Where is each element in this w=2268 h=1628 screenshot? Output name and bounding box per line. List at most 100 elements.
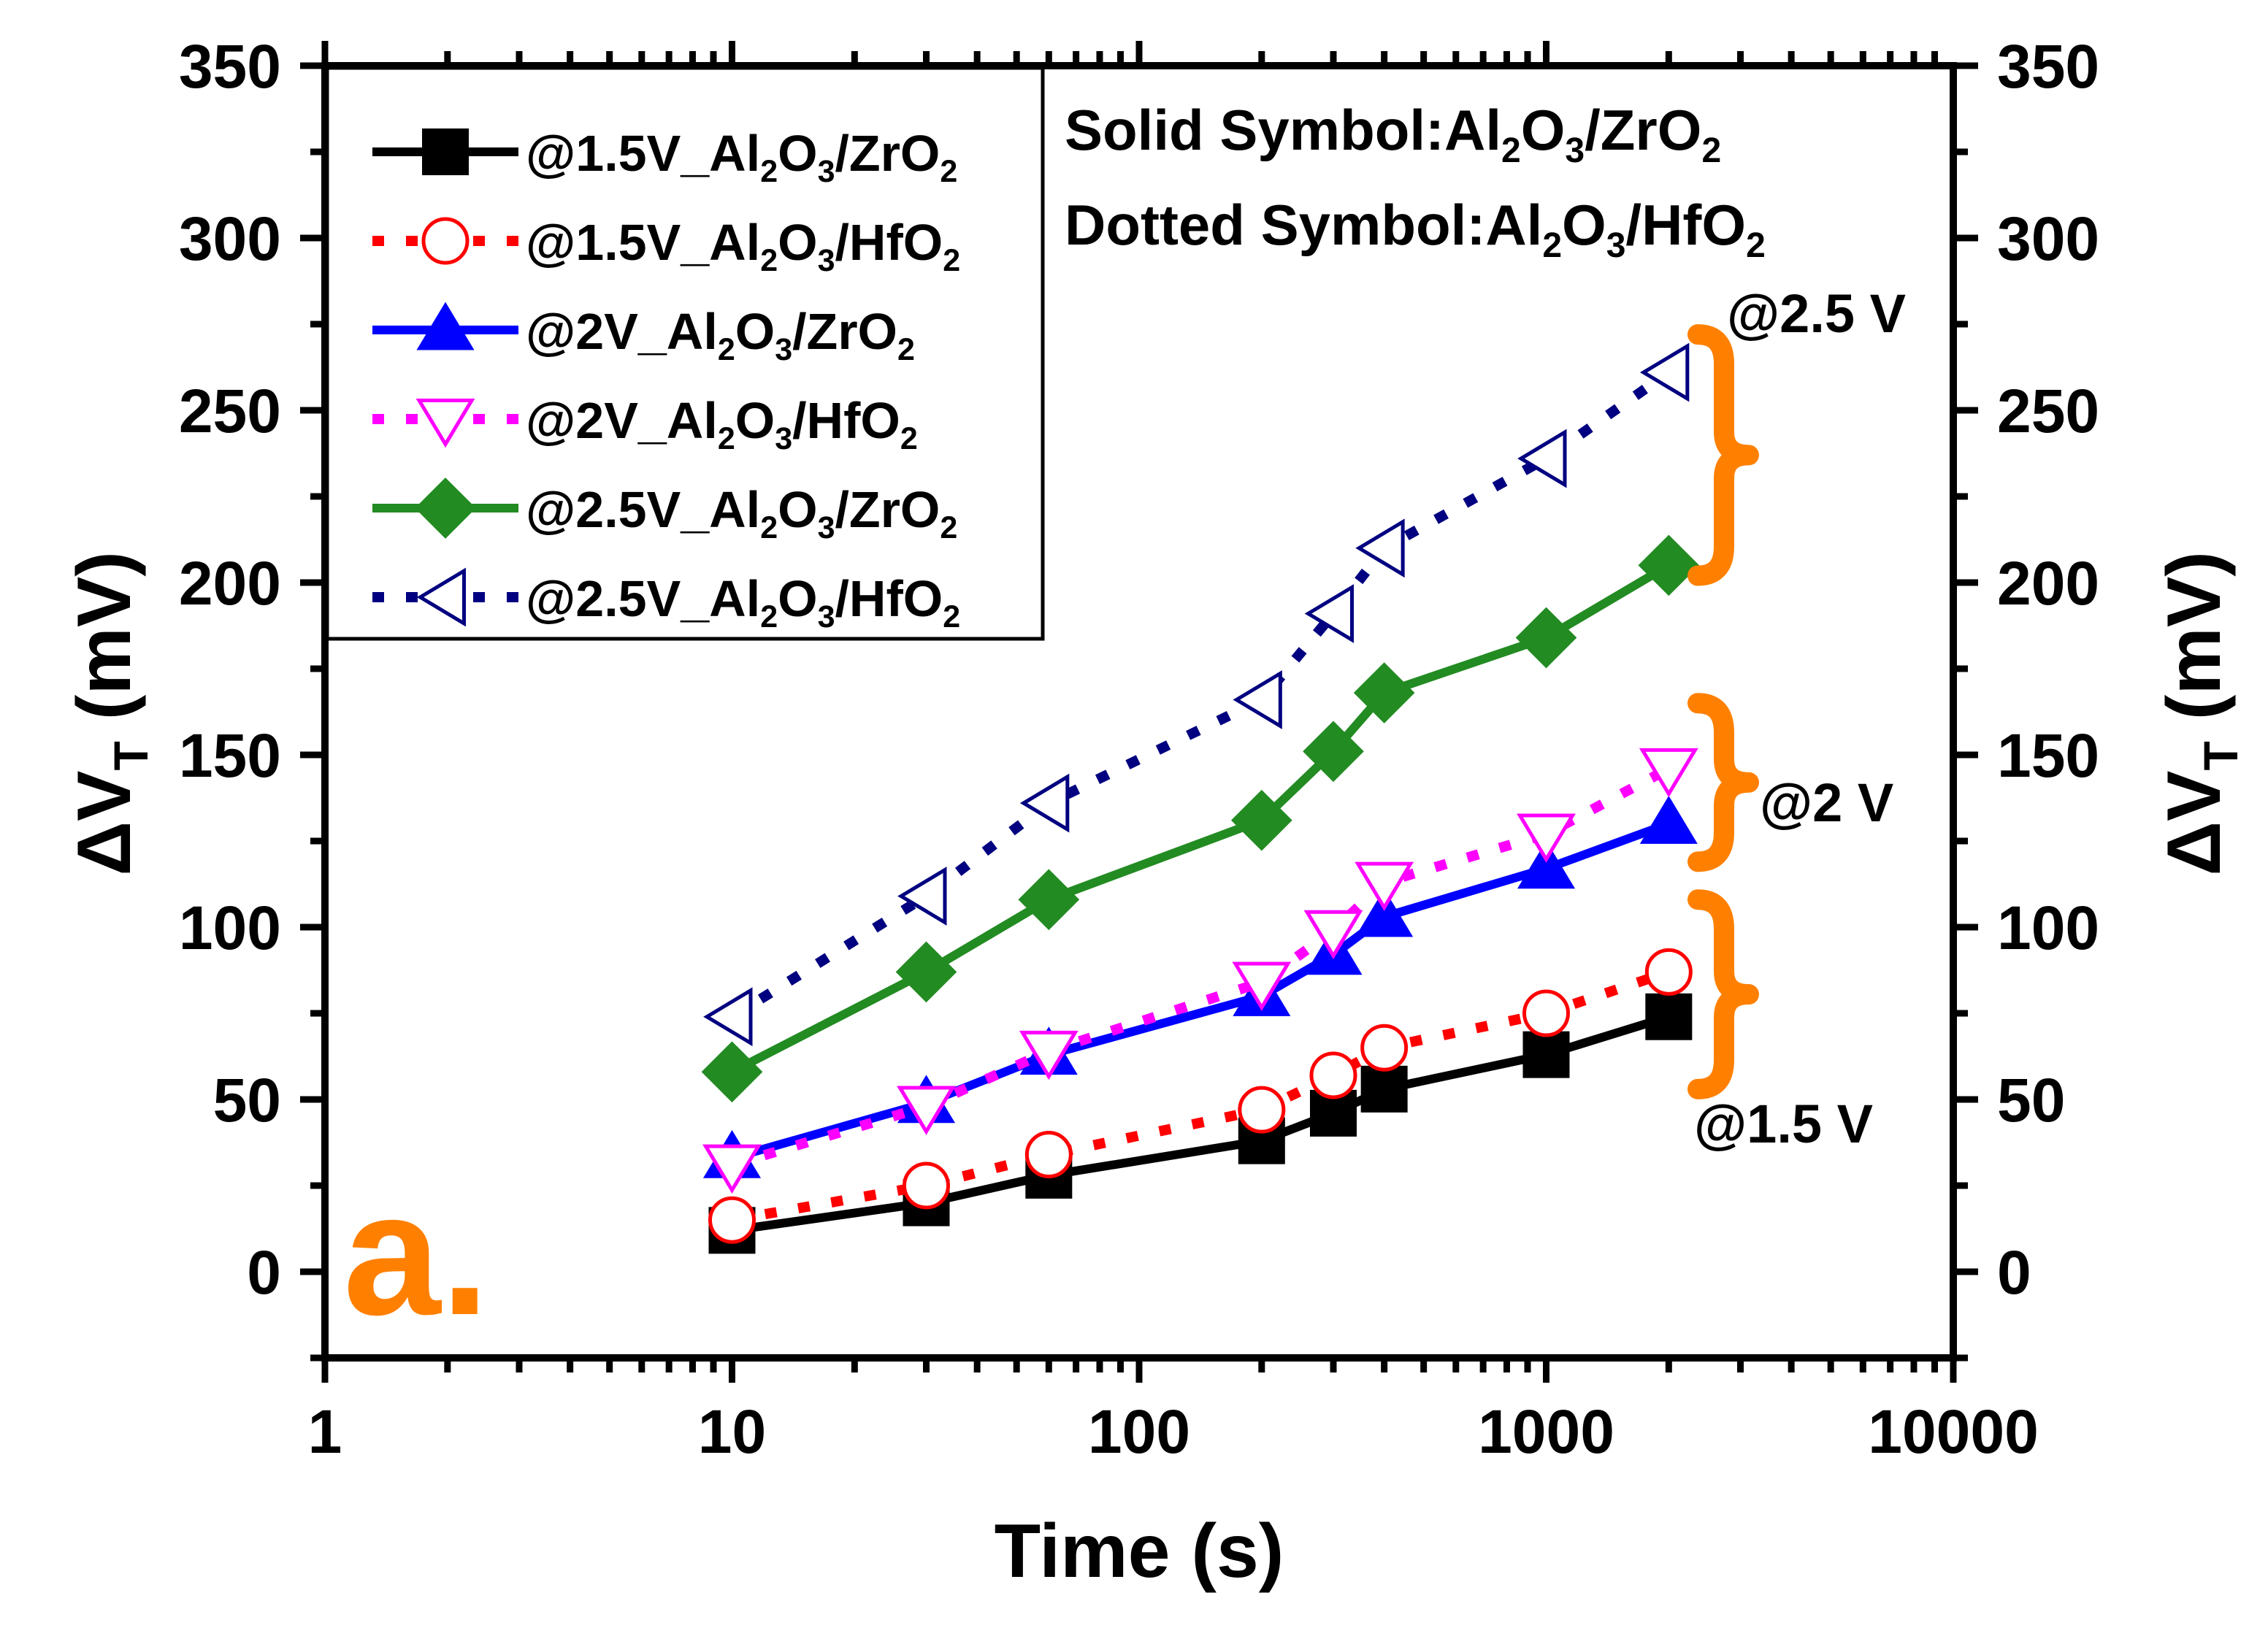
- data-point: [1515, 607, 1577, 669]
- legend-label-part: /ZrO: [792, 303, 897, 360]
- data-point: [897, 1086, 956, 1135]
- legend-label: @2.5V_Al2O3/HfO2: [526, 570, 960, 634]
- legend-entry-4: @2.5V_Al2O3/ZrO2: [372, 477, 957, 545]
- legend-marker: [415, 477, 476, 539]
- data-point: [895, 941, 957, 1003]
- y-tick-label-right: 150: [1997, 721, 2099, 790]
- y-tick-label-right: 350: [1997, 32, 2099, 101]
- legend-label-part: @2.5V_Al: [526, 570, 760, 627]
- data-point: [1517, 813, 1576, 863]
- y-title-unit: (mV): [62, 551, 147, 741]
- data-point: [708, 1196, 756, 1244]
- legend-label-part: 2: [897, 332, 915, 367]
- data-point: [1522, 1031, 1570, 1078]
- legend-label-part: /HfO: [835, 214, 943, 271]
- legend-label-part: @2.5V_Al: [526, 481, 760, 538]
- panel-label: a.: [343, 1156, 489, 1351]
- series-line: [731, 967, 1671, 1226]
- x-axis-title: Time (s): [995, 1509, 1284, 1594]
- legend-label-part: /HfO: [792, 392, 900, 449]
- data-point: [1230, 789, 1292, 851]
- annotation-line-part: /ZrO: [1585, 98, 1701, 162]
- x-tick-label: 1: [308, 1397, 342, 1466]
- data-point: [703, 987, 753, 1047]
- data-point: [1355, 888, 1414, 937]
- y-tick-label-right: 250: [1997, 377, 2099, 445]
- y-tick-label-right: 300: [1997, 204, 2099, 273]
- annotation-line-part: Dotted Symbol:Al: [1065, 193, 1542, 257]
- legend-marker: [421, 217, 470, 265]
- data-point: [1232, 961, 1292, 1011]
- legend-label-part: 3: [818, 154, 835, 189]
- data-point: [1639, 796, 1698, 844]
- legend-label-part: @2V_Al: [526, 303, 718, 360]
- legend-marker: [422, 128, 469, 175]
- data-point: [1238, 1086, 1286, 1134]
- legend-label: @1.5V_Al2O3/HfO2: [526, 214, 960, 278]
- legend-label-part: O: [778, 570, 817, 627]
- legend-label-part: O: [778, 481, 817, 538]
- annotation-line-part: 3: [1606, 226, 1626, 265]
- data-point: [1638, 534, 1700, 596]
- y-tick-label-right: 200: [1997, 549, 2099, 618]
- legend-label-part: 2: [760, 510, 778, 545]
- data-point: [1353, 662, 1415, 723]
- annotation-line: Solid Symbol:Al2O3/ZrO2: [1065, 98, 1721, 170]
- legend-label-part: 3: [775, 332, 792, 367]
- data-point: [1517, 429, 1567, 488]
- series-line: [729, 561, 1671, 1076]
- legend-label-part: 2: [760, 154, 778, 189]
- y-tick-label-right: 0: [1997, 1238, 2031, 1307]
- y-tick-label-left: 100: [179, 894, 281, 962]
- y-tick-label-right: 100: [1997, 894, 2099, 962]
- y-tick-label-left: 0: [247, 1238, 281, 1307]
- y-title-main: ΔV: [62, 770, 147, 875]
- legend: @1.5V_Al2O3/ZrO2@1.5V_Al2O3/HfO2@2V_Al2O…: [325, 66, 1045, 641]
- series-1: [708, 948, 1693, 1244]
- annotation-line-part: O: [1562, 193, 1606, 257]
- legend-label-part: 2: [900, 421, 918, 456]
- legend-label-part: O: [778, 214, 817, 271]
- legend-label-part: /ZrO: [835, 125, 940, 182]
- legend-label: @2V_Al2O3/ZrO2: [526, 303, 915, 367]
- y-title-sub: T: [2194, 741, 2248, 770]
- annotation-line-part: 2: [1746, 226, 1766, 265]
- legend-entry-0: @1.5V_Al2O3/ZrO2: [372, 125, 957, 189]
- data-point: [1639, 342, 1690, 402]
- legend-label-part: O: [778, 125, 817, 182]
- group-brace: [1687, 889, 1759, 1099]
- annotation-line-part: 2: [1501, 131, 1521, 170]
- data-point: [1303, 721, 1364, 783]
- legend-entry-3: @2V_Al2O3/HfO2: [372, 392, 918, 456]
- group-label: @1.5 V: [1694, 1094, 1873, 1154]
- legend-label-part: O: [735, 303, 775, 360]
- legend-marker: [415, 399, 475, 448]
- legend-label-part: 3: [818, 510, 835, 545]
- annotation-line: Dotted Symbol:Al2O3/HfO2: [1065, 193, 1766, 265]
- data-point: [902, 1162, 950, 1210]
- axis-layer: 0 0 50 50 100 100 150 150 200 200 250 250 300 300 350 3…: [62, 32, 2248, 1594]
- x-tick-label: 10000: [1868, 1397, 2039, 1466]
- legend-label-part: 2: [760, 599, 778, 634]
- data-point: [1018, 869, 1080, 931]
- legend-label-part: @2V_Al: [526, 392, 718, 449]
- y-tick-label-right: 50: [1997, 1066, 2065, 1134]
- legend-label-part: 2: [940, 510, 957, 545]
- legend-label: @2.5V_Al2O3/ZrO2: [526, 481, 957, 545]
- x-tick-label: 1000: [1478, 1397, 1614, 1466]
- data-point: [1019, 773, 1070, 833]
- legend-label-part: 2: [940, 154, 957, 189]
- legend-label: @1.5V_Al2O3/ZrO2: [526, 125, 957, 189]
- series-3: [702, 748, 1698, 1194]
- legend-entry-5: @2.5V_Al2O3/HfO2: [372, 567, 960, 634]
- annotation-line-part: O: [1521, 98, 1566, 162]
- y-tick-label-left: 150: [179, 721, 281, 790]
- legend-label-part: @1.5V_Al: [526, 125, 760, 182]
- data-point: [1303, 910, 1363, 960]
- legend-entry-1: @1.5V_Al2O3/HfO2: [372, 214, 960, 278]
- legend-label-part: 2: [943, 599, 960, 634]
- legend-label-part: /HfO: [835, 570, 943, 627]
- data-point: [1522, 989, 1570, 1037]
